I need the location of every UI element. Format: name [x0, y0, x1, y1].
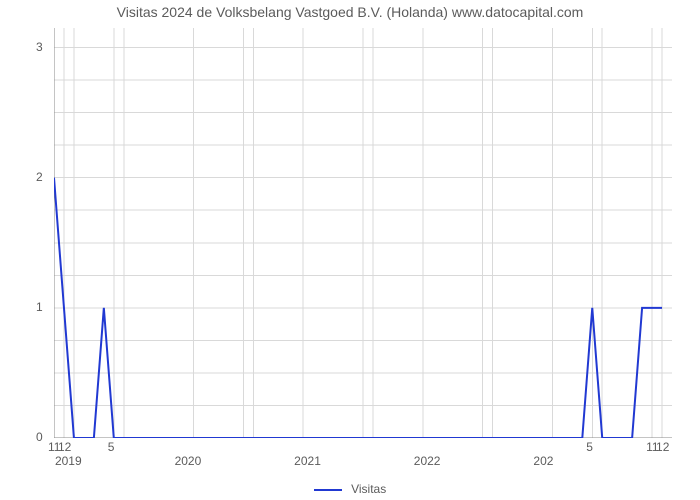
- x-tick-major-label: 2021: [294, 454, 321, 468]
- legend-swatch: [314, 489, 342, 491]
- y-tick-label: 0: [36, 430, 43, 444]
- x-tick-major-label: 2022: [414, 454, 441, 468]
- y-tick-label: 3: [36, 40, 43, 54]
- y-tick-label: 2: [36, 170, 43, 184]
- x-tick-major-label: 2020: [175, 454, 202, 468]
- chart-container: Visitas 2024 de Volksbelang Vastgoed B.V…: [0, 0, 700, 500]
- chart-title: Visitas 2024 de Volksbelang Vastgoed B.V…: [0, 4, 700, 20]
- y-tick-label: 1: [36, 300, 43, 314]
- chart-svg: [54, 28, 672, 438]
- plot-area: [54, 28, 672, 438]
- x-tick-minor-label: 5: [108, 440, 115, 454]
- x-tick-minor-label: 12: [58, 440, 71, 454]
- x-tick-major-label: 202: [533, 454, 553, 468]
- x-tick-major-label: 2019: [55, 454, 82, 468]
- x-tick-minor-label: 12: [656, 440, 669, 454]
- legend-label: Visitas: [351, 482, 386, 496]
- x-tick-minor-label: 5: [586, 440, 593, 454]
- legend: Visitas: [0, 482, 700, 496]
